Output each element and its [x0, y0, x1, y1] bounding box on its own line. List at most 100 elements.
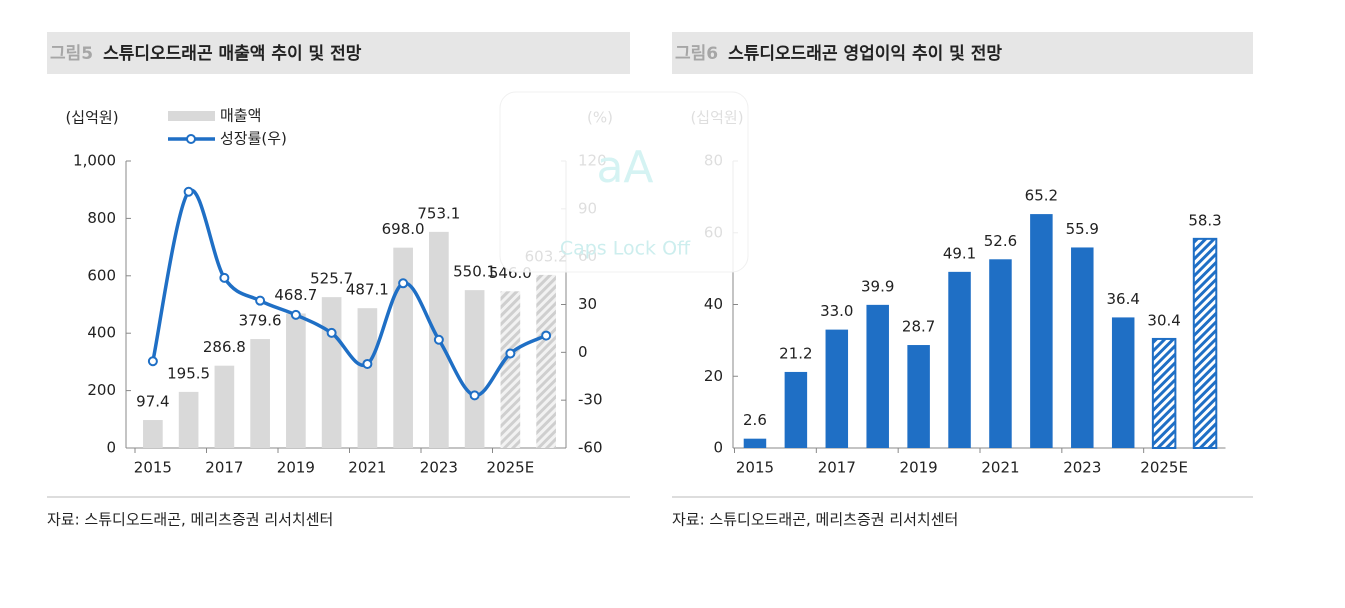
- bar: [357, 308, 378, 448]
- y-tick-label: 600: [87, 266, 116, 284]
- line-point: [362, 358, 373, 369]
- bar: [393, 247, 413, 448]
- legend-label: 성장률(우): [220, 130, 287, 148]
- value-label: 55.9: [1066, 220, 1099, 238]
- line-point: [326, 327, 337, 338]
- y-tick-label: 0: [106, 439, 116, 457]
- value-label: 39.9: [861, 277, 894, 295]
- bar: [500, 291, 521, 448]
- title-text: 스튜디오드래곤 매출액 추이 및 전망: [103, 44, 362, 64]
- value-label: 33.0: [820, 302, 853, 320]
- x-tick-label: 2021: [981, 459, 1019, 477]
- bar: [989, 259, 1012, 448]
- caps-lock-overlay: aA Caps Lock Off: [499, 91, 749, 273]
- value-label: 30.4: [1147, 311, 1180, 329]
- value-label: 52.6: [984, 232, 1017, 250]
- value-label: 550.1: [453, 263, 496, 281]
- x-tick-label: 2025E: [1140, 459, 1188, 477]
- line-point: [147, 356, 158, 367]
- chart-title: 그림5 스튜디오드래곤 매출액 추이 및 전망: [50, 44, 362, 64]
- bar: [143, 420, 163, 448]
- bar: [866, 304, 889, 448]
- figure-label: 그림5: [50, 44, 93, 64]
- value-label: 195.5: [167, 364, 210, 382]
- y-tick-label: 0: [713, 439, 723, 457]
- x-tick-label: 2015: [134, 459, 172, 477]
- value-label: 525.7: [310, 270, 353, 288]
- value-label: 286.8: [203, 338, 246, 356]
- source: 자료: 스튜디오드래곤, 메리츠증권 리서치센터: [672, 511, 958, 529]
- overlay-icon: aA: [596, 142, 653, 193]
- y-axis-label: (십억원): [65, 109, 118, 127]
- bar: [1192, 237, 1218, 449]
- value-label: 2.6: [743, 411, 767, 429]
- title-band: [47, 32, 630, 74]
- x-tick-label: 2023: [420, 459, 458, 477]
- line-point: [398, 278, 409, 289]
- figure-label: 그림6: [675, 44, 718, 64]
- bar: [286, 313, 306, 448]
- bar: [1030, 214, 1053, 448]
- x-tick-label: 2019: [900, 459, 938, 477]
- bar: [464, 290, 485, 448]
- x-tick-label: 2023: [1063, 459, 1101, 477]
- source: 자료: 스튜디오드래곤, 메리츠증권 리서치센터: [47, 511, 333, 529]
- value-label: 468.7: [274, 286, 317, 304]
- bar: [321, 297, 342, 448]
- title-text: 스튜디오드래곤 영업이익 추이 및 전망: [728, 44, 1002, 64]
- value-label: 65.2: [1025, 187, 1058, 205]
- bar: [178, 391, 199, 448]
- line-point: [290, 309, 301, 320]
- y2-tick-label: 0: [578, 343, 588, 361]
- line-point: [505, 348, 516, 359]
- value-label: 49.1: [943, 244, 976, 262]
- legend-swatch: [168, 111, 215, 121]
- y-tick-label: 400: [87, 324, 116, 342]
- value-label: 21.2: [779, 344, 812, 362]
- value-label: 97.4: [136, 393, 169, 411]
- value-label: 698.0: [382, 220, 425, 238]
- y-tick-label: 1,000: [73, 152, 116, 170]
- bar: [743, 438, 767, 448]
- x-tick-label: 2017: [818, 459, 856, 477]
- line-point: [219, 272, 230, 283]
- y-tick-label: 20: [704, 367, 723, 385]
- bar: [536, 274, 556, 448]
- x-tick-label: 2017: [205, 459, 243, 477]
- line-point: [183, 186, 194, 197]
- line-point: [255, 295, 266, 306]
- title-band: [672, 32, 1253, 74]
- bar: [948, 271, 971, 448]
- value-label: 753.1: [417, 204, 460, 222]
- bar: [214, 365, 235, 448]
- y2-tick-label: -60: [578, 439, 603, 457]
- y-tick-label: 200: [87, 381, 116, 399]
- value-label: 28.7: [902, 318, 935, 336]
- x-tick-label: 2015: [736, 459, 774, 477]
- bar: [784, 371, 808, 448]
- y-tick-label: 40: [704, 295, 723, 313]
- legend-swatch-marker: [186, 134, 196, 144]
- value-label: 58.3: [1188, 211, 1221, 229]
- x-tick-label: 2025E: [487, 459, 535, 477]
- y2-tick-label: 30: [578, 295, 597, 313]
- bar: [1111, 317, 1135, 448]
- value-label: 379.6: [239, 312, 282, 330]
- overlay-panel: [499, 91, 749, 273]
- x-tick-label: 2021: [348, 459, 386, 477]
- legend-label: 매출액: [220, 107, 261, 125]
- value-label: 36.4: [1107, 290, 1140, 308]
- bar: [907, 345, 930, 448]
- bar: [250, 339, 270, 448]
- chart-title: 그림6 스튜디오드래곤 영업이익 추이 및 전망: [675, 44, 1002, 64]
- y-tick-label: 800: [87, 209, 116, 227]
- bar: [825, 329, 849, 448]
- overlay-text: Caps Lock Off: [560, 238, 691, 260]
- y2-tick-label: -30: [578, 391, 603, 409]
- bar: [1071, 247, 1094, 448]
- line-point: [541, 330, 552, 341]
- line-point: [433, 334, 444, 345]
- value-label: 487.1: [346, 281, 389, 299]
